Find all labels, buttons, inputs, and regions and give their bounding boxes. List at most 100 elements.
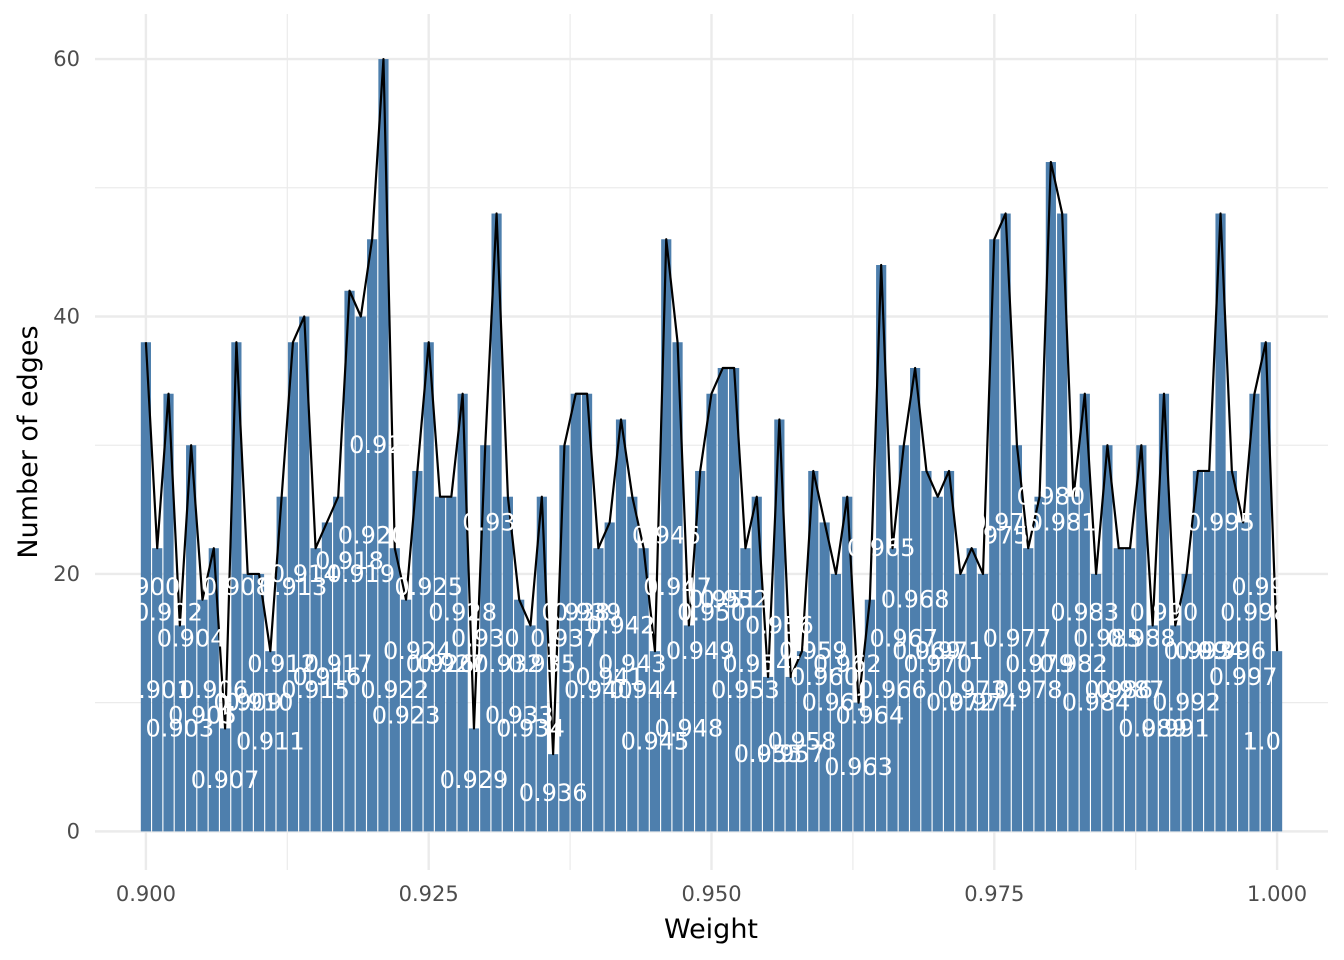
bar-label: 0.955 — [734, 740, 803, 768]
bar — [1192, 470, 1204, 832]
bar — [163, 393, 174, 832]
bar — [1068, 496, 1079, 832]
bar-label: 0.921 — [349, 431, 418, 459]
bar — [344, 290, 355, 832]
bar-label: 0.936 — [519, 779, 588, 807]
bar-label: 0.931 — [462, 508, 531, 536]
bar-label: 0.952 — [700, 586, 769, 614]
bar — [1011, 445, 1023, 832]
bar — [604, 522, 615, 832]
y-tick-label: 60 — [53, 47, 80, 71]
bar — [412, 470, 423, 832]
bar — [1238, 522, 1249, 832]
bar-label: 0.919 — [326, 560, 395, 588]
bar — [932, 496, 943, 832]
bar-label: 0.949 — [666, 637, 735, 665]
bar-label: 0.904 — [157, 624, 226, 652]
bar-label: 0.989 — [1118, 714, 1187, 742]
bar — [514, 599, 525, 832]
bar — [434, 496, 446, 832]
bar — [1124, 548, 1136, 832]
x-axis-title: Weight — [664, 914, 758, 945]
bar — [423, 342, 434, 832]
bar-label: 0.946 — [632, 521, 701, 549]
bar-label: 0.973 — [937, 676, 1006, 704]
bar-label: 0.954 — [722, 650, 791, 678]
bar — [559, 445, 570, 832]
bar-label: 0.930 — [451, 624, 520, 652]
bar-label: 0.965 — [847, 534, 916, 562]
bar — [1249, 393, 1260, 832]
bar — [955, 573, 966, 832]
bar-label: 0.945 — [621, 727, 690, 755]
bar-label: 0.918 — [315, 547, 384, 575]
bar — [615, 419, 627, 832]
bar — [796, 651, 808, 832]
bar-label: 0.951 — [688, 586, 757, 614]
bar — [333, 496, 344, 832]
bar-label: 0.907 — [191, 766, 260, 794]
bar-label: 0.920 — [338, 521, 407, 549]
bar — [762, 676, 774, 832]
bar-label: 0.934 — [496, 714, 565, 742]
x-tick-label: 0.950 — [681, 882, 741, 906]
bar-label: 0.910 — [225, 689, 294, 717]
y-axis-ticks: 0 20 40 60 — [53, 47, 80, 843]
count-line — [144, 57, 1279, 756]
bar-label: 0.925 — [394, 573, 463, 601]
bar-label: 0.972 — [926, 689, 995, 717]
bar — [1260, 342, 1271, 832]
bar-label: 0.901 — [123, 676, 192, 704]
bar-label: 0.977 — [983, 624, 1052, 652]
bar — [683, 625, 694, 832]
bar-label: 0.968 — [881, 586, 950, 614]
bar-label: 0.900 — [112, 573, 181, 601]
bar — [253, 573, 265, 832]
bar-label: 0.960 — [790, 663, 859, 691]
bar — [751, 496, 762, 832]
bar-label: 0.967 — [869, 624, 938, 652]
bar-label: 0.912 — [247, 650, 316, 678]
bar — [310, 548, 321, 832]
bar — [808, 470, 819, 832]
bar-label: 0.916 — [293, 663, 362, 691]
bar-label: 0.922 — [360, 676, 429, 704]
bar-label: 0.961 — [802, 689, 871, 717]
bar-label: 0.996 — [1197, 637, 1266, 665]
bar — [627, 496, 638, 832]
bar-label: 0.959 — [779, 637, 848, 665]
bar — [1226, 470, 1237, 832]
bar-label: 0.964 — [836, 702, 905, 730]
bar-label: 0.928 — [428, 599, 497, 627]
bar — [525, 625, 536, 832]
bar — [695, 470, 706, 832]
bar — [446, 496, 457, 832]
bar — [898, 445, 909, 832]
bar — [1113, 548, 1124, 832]
bar-label: 0.938 — [541, 599, 610, 627]
bar — [242, 573, 253, 832]
bar — [491, 213, 502, 832]
bar — [989, 239, 1000, 832]
bar — [819, 522, 830, 832]
bar — [774, 419, 785, 832]
bar-label: 0.950 — [677, 599, 746, 627]
bar — [276, 496, 287, 832]
bar-label: 0.990 — [1130, 599, 1199, 627]
bar — [1158, 393, 1170, 832]
bar-label: 0.939 — [553, 599, 622, 627]
bar — [740, 548, 751, 832]
bar-label: 0.935 — [507, 650, 576, 678]
bar-label: 0.982 — [1039, 650, 1108, 678]
bar — [174, 625, 185, 832]
bar — [977, 573, 989, 832]
bar — [1136, 445, 1147, 832]
bar — [706, 393, 717, 832]
bar-label: 0.969 — [892, 637, 961, 665]
bar — [876, 265, 887, 832]
x-tick-label: 0.900 — [116, 882, 176, 906]
bar — [593, 548, 604, 832]
bar — [367, 239, 378, 832]
bar-label: 0.908 — [202, 573, 271, 601]
